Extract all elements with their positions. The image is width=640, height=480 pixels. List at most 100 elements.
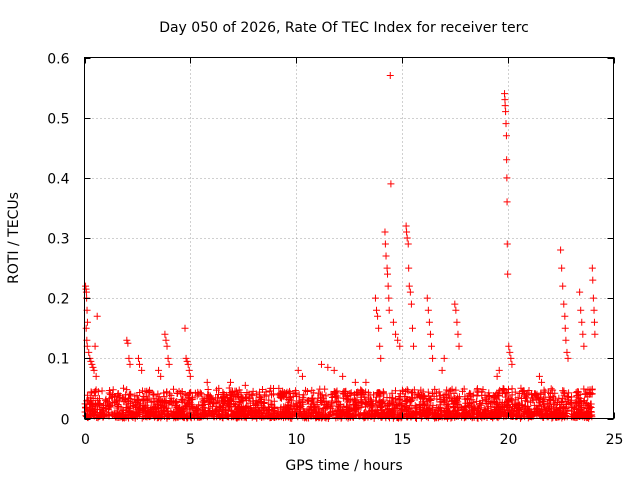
data-point bbox=[262, 388, 270, 396]
data-point bbox=[166, 390, 174, 398]
data-point bbox=[377, 409, 385, 417]
data-point bbox=[511, 388, 519, 396]
data-point bbox=[382, 410, 390, 418]
data-point bbox=[82, 404, 90, 411]
data-point bbox=[436, 401, 444, 409]
data-point bbox=[201, 400, 209, 408]
data-point bbox=[518, 388, 526, 396]
data-point bbox=[188, 402, 196, 410]
data-point bbox=[154, 390, 162, 398]
data-point bbox=[519, 387, 527, 395]
data-point bbox=[372, 397, 380, 405]
data-point bbox=[123, 336, 131, 344]
data-point bbox=[512, 407, 520, 415]
data-point bbox=[503, 156, 511, 164]
data-point bbox=[194, 388, 202, 396]
data-point bbox=[424, 306, 432, 314]
data-point bbox=[378, 413, 386, 421]
data-point bbox=[106, 386, 114, 394]
data-point bbox=[404, 240, 412, 248]
data-point bbox=[580, 342, 588, 350]
data-point bbox=[559, 395, 567, 403]
data-point bbox=[460, 385, 468, 393]
data-point bbox=[580, 410, 588, 418]
data-point bbox=[556, 400, 564, 408]
data-point bbox=[285, 398, 293, 406]
data-point bbox=[495, 388, 503, 396]
data-point bbox=[587, 404, 595, 412]
data-point bbox=[423, 294, 431, 302]
data-point bbox=[406, 288, 414, 296]
data-point bbox=[177, 396, 185, 404]
data-point bbox=[411, 408, 419, 416]
data-point bbox=[102, 395, 110, 403]
x-tick-labels: 0 5 10 15 20 25 bbox=[81, 432, 623, 448]
data-point bbox=[236, 407, 244, 415]
data-point bbox=[412, 414, 420, 422]
data-point bbox=[527, 407, 535, 415]
data-point bbox=[469, 399, 477, 407]
data-point bbox=[128, 409, 136, 417]
data-point bbox=[388, 389, 396, 397]
data-point bbox=[207, 411, 215, 419]
data-point bbox=[507, 354, 515, 362]
data-point bbox=[393, 402, 401, 410]
data-point bbox=[298, 372, 306, 380]
data-point bbox=[309, 408, 317, 416]
data-point bbox=[371, 294, 379, 302]
data-point bbox=[328, 391, 336, 399]
data-point bbox=[172, 398, 180, 406]
data-point bbox=[501, 102, 509, 110]
data-point bbox=[501, 90, 509, 98]
data-point bbox=[87, 397, 95, 405]
data-point bbox=[463, 408, 471, 416]
data-point bbox=[473, 414, 481, 422]
chart-title: Day 050 of 2026, Rate Of TEC Index for r… bbox=[159, 20, 529, 36]
data-point bbox=[467, 390, 475, 398]
data-point bbox=[173, 413, 181, 421]
data-point bbox=[182, 354, 190, 362]
data-point bbox=[459, 409, 467, 417]
data-point bbox=[155, 404, 163, 412]
data-point bbox=[557, 246, 565, 254]
data-point bbox=[579, 330, 587, 338]
data-point bbox=[478, 396, 486, 404]
y-axis-label: ROTI / TECUs bbox=[6, 192, 22, 284]
data-point bbox=[134, 354, 142, 362]
y-tick-label: 0.2 bbox=[47, 292, 69, 308]
data-point bbox=[560, 412, 568, 420]
data-point bbox=[365, 398, 373, 406]
data-point bbox=[497, 411, 505, 419]
data-point bbox=[121, 396, 129, 404]
data-point bbox=[416, 411, 424, 419]
data-point bbox=[136, 400, 144, 408]
data-point bbox=[183, 357, 191, 365]
data-point bbox=[342, 413, 350, 421]
data-point bbox=[583, 399, 591, 407]
data-point bbox=[428, 342, 436, 350]
data-point bbox=[588, 411, 596, 419]
data-point bbox=[505, 342, 513, 350]
data-point bbox=[91, 392, 99, 400]
data-point bbox=[564, 393, 572, 401]
data-point bbox=[374, 388, 382, 396]
data-point bbox=[181, 324, 189, 332]
data-point bbox=[438, 413, 446, 421]
data-point bbox=[501, 389, 509, 397]
data-point bbox=[568, 393, 576, 401]
data-point bbox=[125, 391, 133, 399]
data-point bbox=[94, 414, 102, 422]
data-point bbox=[466, 407, 474, 415]
data-point bbox=[561, 312, 569, 320]
data-point bbox=[353, 404, 361, 412]
data-point bbox=[560, 300, 568, 308]
data-point bbox=[354, 411, 362, 419]
data-point bbox=[143, 387, 151, 395]
data-point bbox=[286, 393, 294, 401]
data-point bbox=[516, 401, 524, 409]
data-point bbox=[535, 402, 543, 410]
data-point bbox=[215, 411, 223, 419]
data-point bbox=[155, 366, 163, 374]
data-point bbox=[324, 402, 332, 410]
